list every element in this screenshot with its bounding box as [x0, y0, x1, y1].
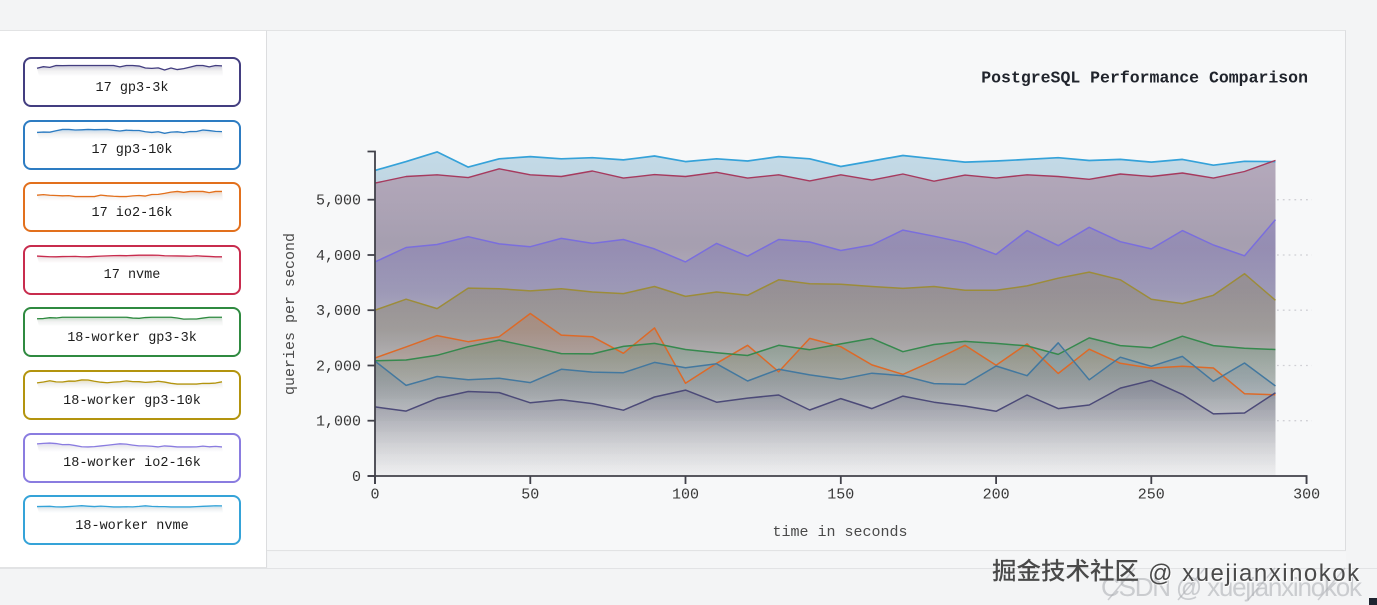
svg-text:5,000: 5,000 — [316, 193, 361, 210]
svg-text:300: 300 — [1293, 487, 1320, 504]
svg-text:2,000: 2,000 — [316, 359, 361, 376]
svg-text:queries per second: queries per second — [282, 233, 299, 395]
svg-text:time in seconds: time in seconds — [772, 524, 907, 541]
svg-text:4,000: 4,000 — [316, 248, 361, 265]
svg-text:1,000: 1,000 — [316, 414, 361, 431]
svg-text:50: 50 — [521, 487, 539, 504]
svg-text:PostgreSQL Performance Compari: PostgreSQL Performance Comparison — [981, 69, 1308, 88]
svg-text:150: 150 — [827, 487, 854, 504]
svg-text:0: 0 — [352, 469, 361, 486]
svg-text:3,000: 3,000 — [316, 303, 361, 320]
svg-text:100: 100 — [672, 487, 699, 504]
svg-text:0: 0 — [370, 487, 379, 504]
svg-text:250: 250 — [1138, 487, 1165, 504]
svg-text:200: 200 — [983, 487, 1010, 504]
